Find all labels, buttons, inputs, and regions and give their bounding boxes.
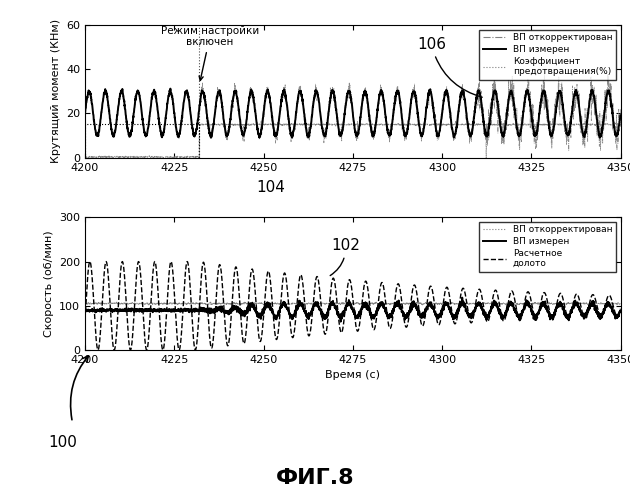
Text: ФИГ.8: ФИГ.8 xyxy=(276,468,354,487)
Text: 104: 104 xyxy=(256,180,285,195)
Text: 100: 100 xyxy=(49,435,77,450)
Legend: ВП откорректирован, ВП измерен, Коэффициент
предотвращения(%): ВП откорректирован, ВП измерен, Коэффици… xyxy=(479,30,616,80)
Text: Режим настройки
включен: Режим настройки включен xyxy=(161,26,259,80)
X-axis label: Время (с): Время (с) xyxy=(325,370,381,380)
Y-axis label: Скорость (об/мин): Скорость (об/мин) xyxy=(43,230,54,337)
Text: 102: 102 xyxy=(330,238,360,276)
Y-axis label: Крутящий момент (КНм): Крутящий момент (КНм) xyxy=(50,20,60,164)
Legend: ВП откорректирован, ВП измерен, Расчетное
долото: ВП откорректирован, ВП измерен, Расчетно… xyxy=(479,222,616,272)
Bar xyxy=(85,124,199,158)
Text: 106: 106 xyxy=(417,36,482,97)
